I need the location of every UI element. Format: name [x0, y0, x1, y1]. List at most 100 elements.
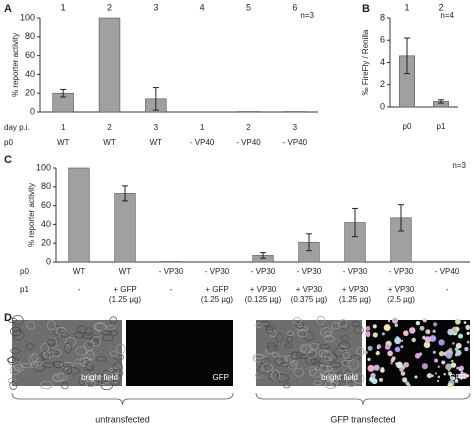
cell [271, 352, 280, 358]
cell [277, 355, 288, 366]
cell [112, 368, 124, 377]
row-label: WT [150, 138, 163, 147]
cell [284, 343, 293, 349]
cell [261, 358, 271, 366]
cell [102, 334, 114, 342]
cell [26, 343, 35, 351]
cell [330, 376, 339, 388]
row-label: - [446, 285, 449, 294]
image-caption: bright field [321, 373, 358, 382]
gfp-spot [443, 373, 446, 376]
cell [320, 365, 333, 373]
gfp-spot [419, 325, 425, 331]
gfp-spot [447, 369, 450, 372]
cell [13, 364, 25, 372]
cell [109, 316, 118, 324]
y-tick-label: 20 [25, 88, 35, 98]
cell [262, 363, 273, 373]
panel-letter: D [4, 312, 12, 324]
brace [11, 392, 234, 406]
row-label: - [78, 285, 81, 294]
gfp-spot [458, 368, 462, 372]
gfp-spot [399, 367, 404, 372]
cell [55, 327, 67, 335]
gfp-spot [465, 324, 471, 330]
cell [67, 367, 80, 375]
micrograph: bright field [252, 315, 365, 390]
cell [11, 315, 24, 326]
error-bar [398, 204, 404, 232]
cell [342, 352, 350, 359]
cell [20, 362, 33, 368]
row-label: - VP30 [343, 267, 368, 276]
gfp-spot [463, 321, 467, 324]
y-tick-label: 80 [25, 31, 35, 41]
cell [329, 362, 342, 368]
row-name: p0 [20, 267, 29, 276]
cell [323, 335, 335, 343]
image-caption: GFP [450, 373, 466, 382]
gfp-spot [424, 336, 432, 343]
panel-letter: B [362, 3, 370, 15]
row-label: WT [103, 138, 116, 147]
cell [295, 321, 304, 329]
gfp-spot [432, 329, 436, 333]
cell [290, 351, 298, 360]
gfp-spot [400, 371, 406, 376]
gfp-spot [414, 375, 418, 379]
cell [309, 368, 322, 378]
group-label: untransfected [95, 414, 150, 424]
gfp-spot [400, 345, 404, 349]
gfp-spot [438, 339, 445, 346]
cell [74, 331, 85, 338]
cell [316, 315, 326, 326]
gfp-spot [457, 367, 460, 370]
cell [57, 372, 68, 382]
gfp-spot [450, 362, 457, 368]
cell [92, 335, 100, 342]
cell [91, 335, 102, 347]
gfp-spot [432, 350, 436, 354]
column-number: 1 [61, 2, 66, 12]
cell [87, 380, 99, 387]
cell [28, 353, 37, 364]
cell [43, 362, 56, 368]
row-label: + VP30 [342, 285, 369, 294]
error-bar [404, 37, 410, 75]
gfp-spot [370, 372, 376, 379]
gfp-spot [426, 330, 431, 334]
cell [291, 351, 303, 360]
row-label: 2 [107, 123, 112, 132]
cell [306, 349, 317, 359]
micrograph: GFP [364, 317, 471, 388]
gfp-spot [373, 364, 380, 371]
row-label: 3 [293, 123, 298, 132]
gfp-spot [379, 377, 384, 382]
y-tick-label: 60 [41, 200, 51, 210]
cell [46, 320, 56, 331]
gfp-spot [371, 378, 378, 385]
error-bar [260, 252, 266, 259]
cell [266, 342, 277, 349]
column-number: 3 [153, 2, 158, 12]
cell [351, 321, 360, 327]
gfp-spot [447, 328, 454, 336]
gfp-spot [391, 356, 396, 361]
cell [255, 322, 263, 328]
group-label: GFP transfected [330, 414, 395, 424]
cell [320, 351, 333, 362]
cell [298, 353, 309, 360]
cell [10, 326, 22, 337]
cell [340, 321, 350, 330]
cell [95, 373, 104, 383]
cell [320, 327, 333, 338]
gfp-spot [445, 363, 452, 371]
gfp-spot [438, 351, 445, 357]
gfp-spot [405, 381, 410, 386]
annotation: n=3 [452, 161, 466, 170]
gfp-spot [450, 360, 454, 363]
error-bar [60, 88, 67, 98]
cell [61, 382, 69, 390]
cell [107, 330, 119, 336]
